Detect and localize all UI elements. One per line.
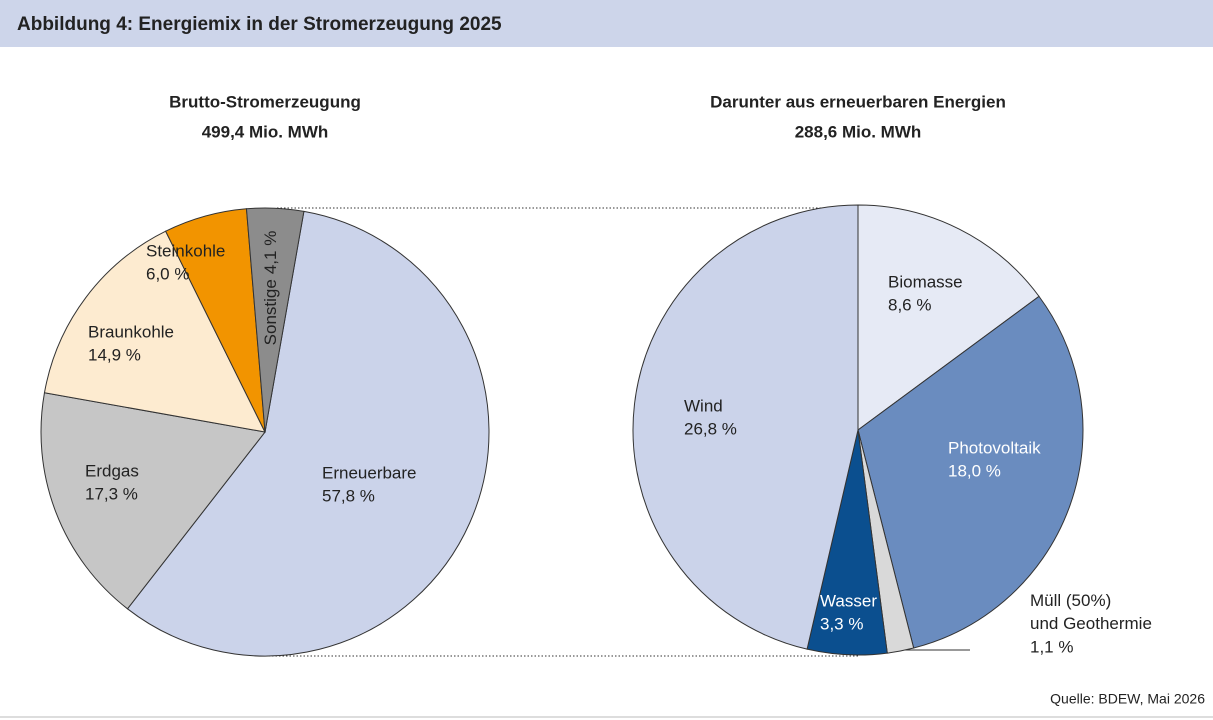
slice-value: 8,6 % <box>888 295 931 314</box>
slice-name: Müll (50%) und Geothermie <box>1030 591 1152 633</box>
slice-label: Sonstige 4,1 % <box>261 231 280 346</box>
slice-name-line: und Geothermie <box>1030 614 1152 633</box>
slice-value: 1,1 % <box>1030 637 1073 656</box>
slice-name-line: Müll (50%) <box>1030 591 1116 610</box>
chart-title: Brutto-Stromerzeugung <box>169 92 361 111</box>
slice-value: 14,9 % <box>88 345 141 364</box>
pie-slice <box>43 230 266 433</box>
slice-name: Biomasse <box>888 272 963 291</box>
slice-name: Photovoltaik <box>948 438 1041 457</box>
pie-slice <box>857 295 1084 649</box>
slice-name: Erdgas <box>85 461 139 480</box>
source: Quelle: BDEW, Mai 2026 <box>1050 691 1205 707</box>
slice-value: 6,0 % <box>146 264 189 283</box>
chart-title: Darunter aus erneuerbaren Energien <box>710 92 1006 111</box>
header-band <box>0 0 1213 47</box>
slice-name: Wasser <box>820 591 877 610</box>
header-title: Abbildung 4: Energiemix in der Stromerze… <box>17 14 502 35</box>
slice-value: 57,8 % <box>322 486 375 505</box>
slice-value: 3,3 % <box>820 614 863 633</box>
slice-name: Steinkohle <box>146 241 225 260</box>
slice-value: 26,8 % <box>684 419 737 438</box>
slice-name: Erneuerbare <box>322 463 417 482</box>
chart-subtitle: 499,4 Mio. MWh <box>202 122 329 141</box>
pie-slice <box>857 204 1040 431</box>
slice-value: 18,0 % <box>948 461 1001 480</box>
pie-slice <box>245 207 305 433</box>
slice-value: 17,3 % <box>85 484 138 503</box>
slice-name: Sonstige <box>261 279 280 345</box>
slice-name: Wind <box>684 396 723 415</box>
chart-subtitle: 288,6 Mio. MWh <box>795 122 922 141</box>
slice-value: 4,1 % <box>261 231 280 274</box>
pie-slice <box>632 204 859 650</box>
slice-name: Braunkohle <box>88 322 174 341</box>
pie-slice <box>126 210 490 657</box>
pie-slice <box>40 392 266 610</box>
